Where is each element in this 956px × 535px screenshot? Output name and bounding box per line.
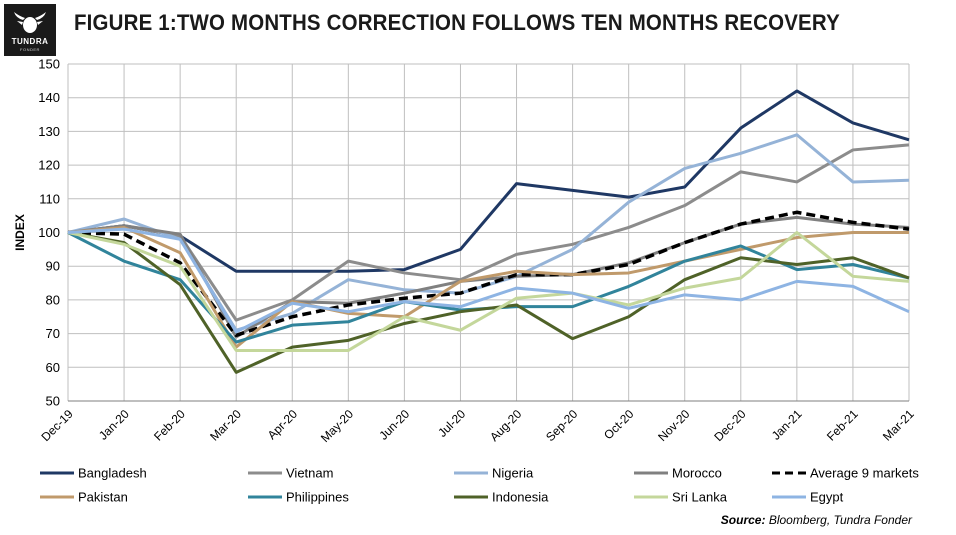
x-tick-label: Nov-20 xyxy=(655,407,692,444)
series-line-bangladesh xyxy=(67,89,910,273)
logo-subtitle: FONDER xyxy=(20,47,40,52)
x-tick-label: Dec-19 xyxy=(39,407,76,444)
y-tick-label: 110 xyxy=(39,191,60,206)
x-tick-label: Feb-21 xyxy=(824,407,861,444)
y-tick-label: 60 xyxy=(46,360,60,375)
x-tick-label: Sep-20 xyxy=(543,407,580,444)
x-tick-label: Jan-21 xyxy=(769,407,805,443)
source-prefix: Source: xyxy=(720,513,766,527)
y-tick-label: 100 xyxy=(38,225,60,240)
x-tick-label: Jun-20 xyxy=(376,407,412,443)
y-tick-label: 150 xyxy=(38,57,60,72)
brand-logo: TUNDRA FONDER xyxy=(4,4,56,56)
x-tick-label: Apr-20 xyxy=(265,407,301,443)
legend-label: Sri Lanka xyxy=(672,490,728,505)
legend-label: Pakistan xyxy=(78,490,128,505)
series-line-pakistan xyxy=(67,225,909,349)
y-tick-label: 50 xyxy=(46,394,60,409)
source-note: Source: Bloomberg, Tundra Fonder xyxy=(721,513,912,527)
x-tick-label: Mar-20 xyxy=(207,407,244,444)
legend-label: Morocco xyxy=(672,466,722,481)
series-line-average-9-markets xyxy=(67,210,910,338)
x-tick-label: Dec-20 xyxy=(711,407,748,444)
source-text: Bloomberg, Tundra Fonder xyxy=(768,513,912,527)
legend-label: Vietnam xyxy=(286,466,333,481)
series-line-sri-lanka xyxy=(67,231,910,352)
series-line-egypt xyxy=(67,227,910,334)
legend-label: Nigeria xyxy=(492,466,534,481)
logo-name: TUNDRA xyxy=(11,37,49,46)
x-tick-label: Jul-20 xyxy=(435,407,468,440)
y-tick-label: 140 xyxy=(38,90,60,105)
y-tick-label: 80 xyxy=(46,292,60,307)
x-tick-label: Feb-20 xyxy=(151,407,188,444)
series-line-vietnam xyxy=(67,143,910,322)
y-tick-label: 90 xyxy=(46,259,60,274)
legend-label: Bangladesh xyxy=(78,466,147,481)
page-title: FIGURE 1:TWO MONTHS CORRECTION FOLLOWS T… xyxy=(74,10,840,35)
x-tick-label: Jan-20 xyxy=(96,407,132,443)
series-line-indonesia xyxy=(67,231,910,374)
legend-label: Average 9 markets xyxy=(810,466,919,481)
legend-label: Egypt xyxy=(810,490,844,505)
bull-icon xyxy=(14,12,46,33)
y-tick-label: 120 xyxy=(38,158,60,173)
legend-label: Philippines xyxy=(286,490,349,505)
x-tick-label: Oct-20 xyxy=(601,407,637,443)
legend-label: Indonesia xyxy=(492,490,549,505)
x-tick-label: Mar-21 xyxy=(880,407,917,444)
y-tick-label: 70 xyxy=(46,326,60,341)
y-tick-label: 130 xyxy=(38,124,60,139)
y-axis-label: INDEX xyxy=(13,214,27,251)
x-tick-label: Aug-20 xyxy=(487,407,524,444)
x-tick-label: May-20 xyxy=(318,407,356,445)
